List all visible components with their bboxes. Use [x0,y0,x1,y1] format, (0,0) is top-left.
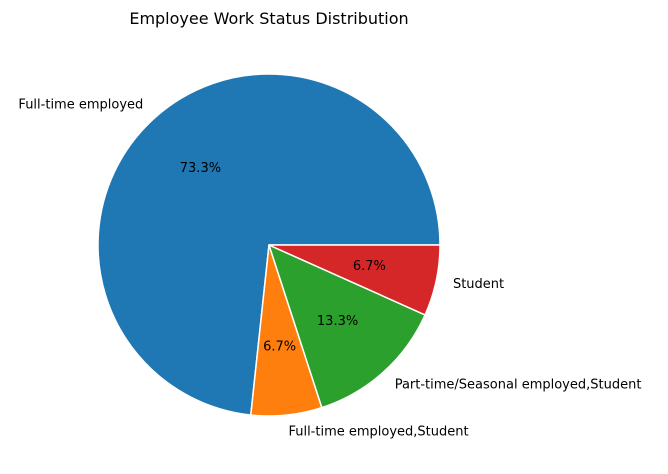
chart-title: Employee Work Status Distribution [129,9,408,28]
category-label-3: Part-time/Seasonal employed,Student [395,377,642,392]
pie-slice-4 [268,244,441,316]
pie-slices [97,73,441,417]
category-label-1: Full-time employed [18,98,143,113]
pie-slice-3 [268,244,426,409]
percent-label-1: 73.3% [180,161,221,176]
category-labels: Full-time employed Full-time employed,Stu… [18,98,641,440]
category-label-4: Student [453,277,504,292]
percent-label-4: 6.7% [353,259,386,274]
category-label-2: Full-time employed,Student [288,425,468,440]
percent-label-3: 13.3% [317,314,358,329]
percent-labels: 73.3% 6.7% 13.3% 6.7% [180,161,386,354]
percent-label-2: 6.7% [263,340,296,355]
